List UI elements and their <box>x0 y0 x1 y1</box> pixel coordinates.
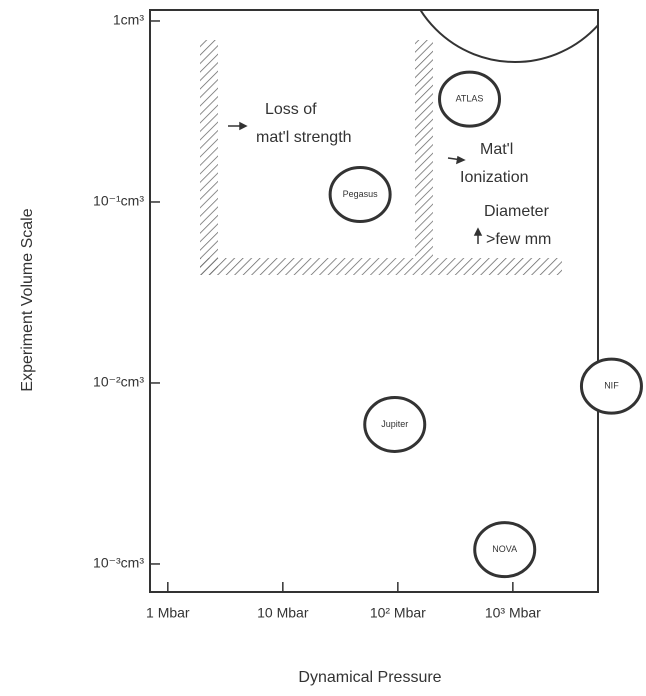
x-tick-label: 10 Mbar <box>257 605 309 621</box>
point-label: NOVA <box>492 544 517 554</box>
facility-circle <box>438 70 502 128</box>
hatched-regions <box>200 40 562 275</box>
x-tick-label: 10² Mbar <box>370 605 426 621</box>
facility-circle <box>363 395 427 453</box>
point-label: Pegasus <box>343 189 379 199</box>
y-tick-label: 10⁻¹cm³ <box>93 193 144 209</box>
point-label: Jupiter <box>381 419 408 429</box>
y-tick-label: 1cm³ <box>113 12 144 28</box>
y-tick-label: 10⁻³cm³ <box>93 555 144 571</box>
annotation: Diameter <box>484 203 550 220</box>
annotation: >few mm <box>486 231 551 248</box>
annotation: Ionization <box>460 169 529 186</box>
x-tick-label: 10³ Mbar <box>485 605 541 621</box>
point-label: ATLAS <box>456 94 484 104</box>
x-tick-label: 1 Mbar <box>146 605 190 621</box>
facility-circle <box>473 521 537 579</box>
facility-circle <box>328 165 392 223</box>
point-label: NIF <box>604 381 619 391</box>
annotation: mat'l strength <box>256 129 352 146</box>
arrows <box>228 121 483 244</box>
large-circle <box>419 10 598 63</box>
x-axis-label: Dynamical Pressure <box>298 669 441 686</box>
annotation: Mat'l <box>480 141 513 158</box>
annotation: Loss of <box>265 101 317 118</box>
y-tick-label: 10⁻²cm³ <box>93 374 144 390</box>
facility-circle <box>579 357 643 415</box>
y-axis-label: Experiment Volume Scale <box>19 208 36 391</box>
plot-frame <box>149 9 599 593</box>
